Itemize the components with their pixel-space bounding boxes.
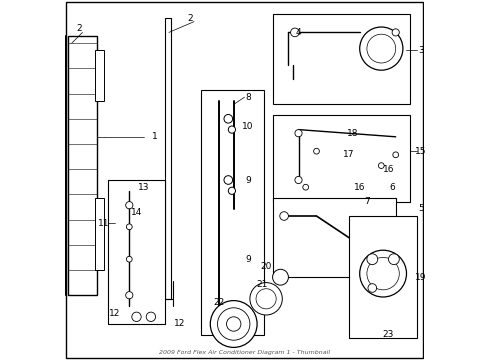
Circle shape [387, 254, 399, 265]
Bar [273, 14, 409, 104]
Text: 21: 21 [256, 280, 267, 289]
Bar [95, 198, 104, 270]
Circle shape [279, 212, 288, 220]
Bar [201, 90, 264, 335]
Text: 10: 10 [242, 122, 253, 131]
Bar [273, 115, 409, 202]
Text: 16: 16 [353, 183, 365, 192]
Text: 22: 22 [213, 298, 224, 307]
Bar [348, 216, 416, 338]
Text: 15: 15 [414, 147, 426, 156]
Text: 23: 23 [382, 330, 393, 339]
Text: 9: 9 [244, 255, 250, 264]
Text: 8: 8 [244, 93, 250, 102]
Text: 14: 14 [131, 208, 142, 217]
Text: 18: 18 [346, 129, 358, 138]
Circle shape [126, 224, 132, 230]
Circle shape [125, 202, 133, 209]
Circle shape [392, 152, 398, 158]
Circle shape [366, 254, 377, 265]
Text: 11: 11 [98, 219, 110, 228]
Text: 12: 12 [109, 309, 121, 318]
Circle shape [210, 301, 257, 347]
Bar [95, 50, 104, 101]
Circle shape [214, 318, 227, 330]
Circle shape [132, 312, 141, 321]
Circle shape [272, 269, 288, 285]
Circle shape [367, 284, 376, 292]
Circle shape [228, 187, 235, 194]
Circle shape [146, 312, 155, 321]
Circle shape [313, 148, 319, 154]
Bar [107, 180, 165, 324]
Text: 9: 9 [244, 176, 250, 185]
Circle shape [384, 262, 392, 271]
Text: 2009 Ford Flex Air Conditioner Diagram 1 - Thumbnail: 2009 Ford Flex Air Conditioner Diagram 1… [159, 350, 329, 355]
Text: 2: 2 [187, 14, 193, 23]
Text: 6: 6 [388, 183, 394, 192]
Text: 7: 7 [363, 197, 369, 206]
Text: 19: 19 [414, 273, 426, 282]
Bar [165, 18, 170, 299]
Circle shape [224, 114, 232, 123]
Circle shape [366, 34, 395, 63]
Circle shape [217, 308, 249, 340]
Circle shape [359, 250, 406, 297]
Text: 17: 17 [343, 150, 354, 159]
Text: 16: 16 [382, 165, 393, 174]
Circle shape [366, 257, 399, 290]
Circle shape [302, 184, 308, 190]
Circle shape [256, 289, 276, 309]
Text: 5: 5 [417, 204, 423, 213]
Circle shape [222, 318, 234, 330]
Text: 2: 2 [76, 24, 81, 33]
Text: 13: 13 [138, 183, 149, 192]
Text: 20: 20 [260, 262, 271, 271]
Circle shape [125, 292, 133, 299]
Circle shape [228, 126, 235, 133]
Bar [273, 198, 395, 277]
Circle shape [391, 29, 399, 36]
Circle shape [294, 176, 302, 184]
Circle shape [224, 176, 232, 184]
Circle shape [294, 130, 302, 137]
Text: 12: 12 [174, 320, 185, 329]
Circle shape [356, 227, 362, 234]
Bar [68, 36, 97, 295]
Circle shape [249, 283, 282, 315]
Circle shape [378, 163, 384, 168]
Circle shape [359, 27, 402, 70]
Circle shape [126, 256, 132, 262]
Text: 1: 1 [151, 132, 157, 141]
Circle shape [226, 317, 241, 331]
Text: 4: 4 [295, 28, 301, 37]
Circle shape [290, 28, 299, 37]
Text: 3: 3 [417, 46, 423, 55]
